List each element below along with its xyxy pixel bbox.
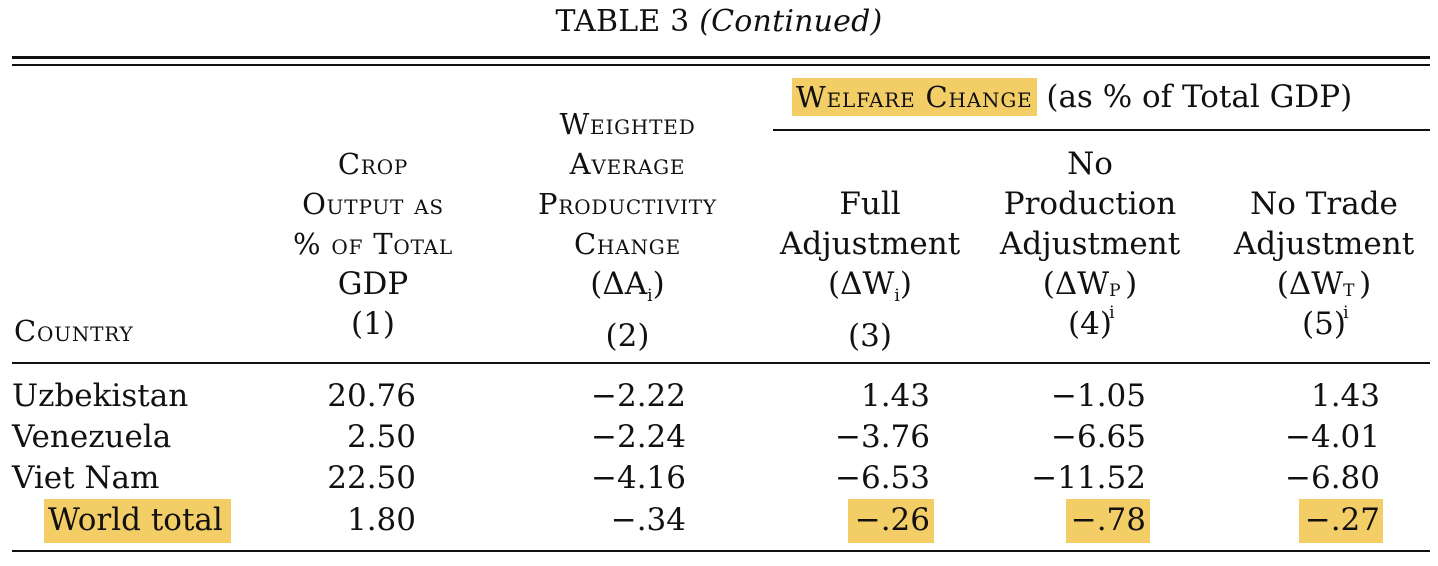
col2-symbol-main: (ΔA: [590, 266, 648, 302]
col4-symbol-sub: i: [1109, 303, 1115, 323]
col2-header: Weighted Average Productivity Change (ΔA…: [500, 104, 755, 356]
col2-line: Weighted: [559, 107, 696, 141]
col3-header: Full Adjustment (ΔWi) (3): [772, 184, 968, 356]
col2-symbol-close: ): [652, 266, 665, 302]
welfare-group-rule: [773, 129, 1430, 131]
welfare-group-header: Welfare Change (as % of Total GDP): [792, 76, 1352, 118]
table-cell: −6.65: [1051, 419, 1146, 455]
col3-symbol-close: ): [899, 266, 912, 302]
col2-symbol: (ΔAi): [500, 264, 755, 316]
table-title-note: (Continued): [699, 4, 883, 39]
table-cell: −.34: [610, 502, 686, 538]
table-cell: −6.80: [1285, 460, 1380, 496]
table-cell: −4.01: [1285, 419, 1380, 455]
table-row-country: World total: [48, 502, 223, 538]
col4-number: (4): [1068, 306, 1112, 342]
col5-line: Adjustment: [1233, 226, 1415, 262]
col2-symbol-sub: i: [647, 286, 653, 307]
col3-symbol-sub: i: [894, 286, 900, 307]
col3-line: Full: [839, 186, 901, 222]
col1-line: Output as: [302, 187, 444, 221]
table-cell: −.26: [854, 502, 930, 538]
country-column-header: Country: [14, 314, 134, 348]
col4-symbol-close: ): [1125, 266, 1138, 302]
table-cell: −3.76: [835, 419, 930, 455]
col2-line: Change: [574, 227, 681, 261]
c3-total-highlight: [848, 499, 934, 543]
col4-line: No: [1067, 146, 1113, 182]
table-row-country: Viet Nam: [12, 460, 160, 496]
col4-line: Production: [1003, 186, 1177, 222]
col5-symbol-sub: i: [1343, 303, 1349, 323]
col1-number: (1): [351, 306, 395, 342]
table-cell: −.78: [1070, 502, 1146, 538]
col1-line: GDP: [337, 266, 409, 302]
table-cell: −2.22: [591, 378, 686, 414]
col4-line: Adjustment: [999, 226, 1181, 262]
col5-symbol-sup: T: [1343, 281, 1355, 301]
table-cell: −.27: [1304, 502, 1380, 538]
col3-line: Adjustment: [779, 226, 961, 262]
table-cell: 22.50: [327, 460, 416, 496]
table-title: TABLE 3 (Continued): [0, 4, 1438, 39]
col2-line: Productivity: [538, 187, 717, 221]
table-cell: −6.53: [835, 460, 930, 496]
table-title-text: TABLE 3: [555, 4, 690, 39]
col2-number: (2): [605, 318, 650, 355]
table-cell: −11.52: [1031, 460, 1146, 496]
c4-total-highlight: [1066, 499, 1150, 543]
table-cell: −1.05: [1051, 378, 1146, 414]
c5-total-highlight: [1299, 499, 1383, 543]
col1-line: Crop: [337, 147, 409, 181]
top-rule-1: [12, 56, 1430, 59]
welfare-change-label: Welfare Change: [792, 78, 1037, 116]
col3-symbol-main: (ΔW: [828, 266, 895, 302]
table-cell: −4.16: [591, 460, 686, 496]
col5-symbol-close: ): [1359, 266, 1372, 302]
col5-line: No Trade: [1250, 186, 1398, 222]
table-row-country: Venezuela: [12, 419, 172, 455]
welfare-unit-label: (as % of Total GDP): [1046, 79, 1353, 115]
top-rule-2: [12, 64, 1430, 66]
col1-line: % of Total: [293, 227, 453, 261]
col4-symbol-main: (ΔW: [1042, 266, 1110, 302]
header-rule: [12, 362, 1430, 364]
table-cell: 2.50: [346, 419, 416, 455]
table-cell: 1.43: [860, 378, 930, 414]
world-total-highlight: [44, 499, 231, 543]
bottom-rule: [12, 550, 1430, 552]
table-cell: 1.80: [346, 502, 416, 538]
col4-symbol-sup: P: [1109, 281, 1121, 301]
col5-symbol-main: (ΔW: [1276, 266, 1344, 302]
col2-line: Average: [569, 147, 686, 181]
col1-header: Crop Output as % of Total GDP (1): [268, 144, 478, 344]
table-cell: −2.24: [591, 419, 686, 455]
table-cell: 1.43: [1310, 378, 1380, 414]
col3-symbol: (ΔWi): [772, 264, 968, 316]
col5-number: (5): [1302, 306, 1346, 342]
table-row-country: Uzbekistan: [12, 378, 189, 414]
table-cell: 20.76: [327, 378, 416, 414]
col3-number: (3): [848, 318, 892, 355]
